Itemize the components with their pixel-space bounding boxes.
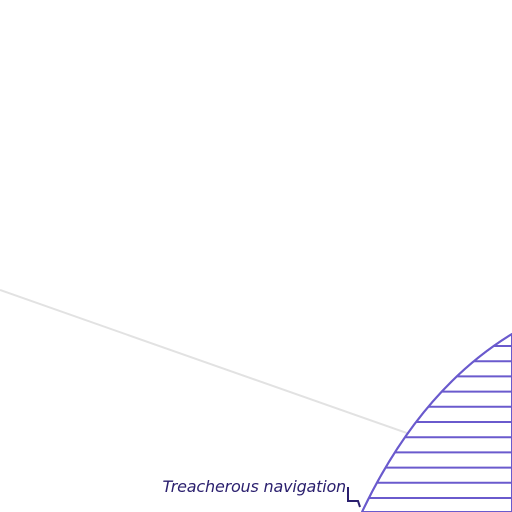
label-leader-line <box>347 487 361 508</box>
treacherous-navigation-label: Treacherous navigation <box>162 477 346 496</box>
treacherous-zone-edge <box>361 333 512 512</box>
treacherous-zone <box>360 332 512 512</box>
